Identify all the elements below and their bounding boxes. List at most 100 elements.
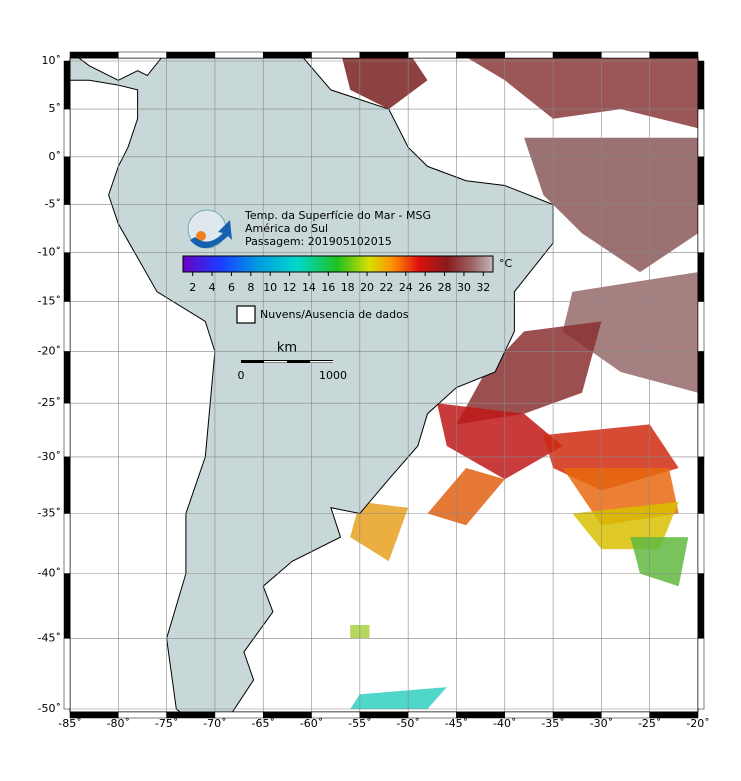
colorbar-tick-label: 2	[189, 281, 196, 294]
colorbar-tick-label: 24	[399, 281, 413, 294]
lon-tick-label: -20˚	[686, 717, 709, 730]
colorbar-tick-label: 18	[341, 281, 355, 294]
logo-sun	[196, 231, 206, 241]
frame-bar	[456, 51, 506, 59]
scale-start: 0	[238, 369, 245, 382]
frame-bar	[63, 60, 71, 110]
sst-patch	[437, 403, 563, 480]
colorbar	[182, 255, 494, 273]
colorbar-tick-label: 16	[321, 281, 335, 294]
frame-bar	[166, 51, 216, 59]
sst-patch	[562, 272, 698, 393]
map-body	[70, 58, 698, 712]
frame-bar	[359, 51, 409, 59]
colorbar-tick-label: 4	[209, 281, 216, 294]
frame-bar	[601, 51, 650, 59]
colorbar-tick-label: 26	[418, 281, 432, 294]
legend-label: Nuvens/Ausencia de dados	[260, 308, 409, 321]
lon-tick-label: -45˚	[445, 717, 468, 730]
colorbar-tick-label: 6	[228, 281, 235, 294]
lat-tick-label: -35˚	[38, 506, 61, 519]
lon-tick-label: -30˚	[590, 717, 613, 730]
frame-bar	[407, 51, 457, 59]
lat-tick-label: 10˚	[42, 54, 62, 67]
frame-bar	[63, 573, 71, 639]
frame-bar	[697, 60, 705, 110]
frame-bar	[697, 351, 705, 404]
lon-tick-label: -40˚	[493, 717, 516, 730]
sst-patch	[350, 501, 409, 562]
colorbar-tick-label: 28	[438, 281, 452, 294]
lon-tick-label: -70˚	[203, 717, 226, 730]
lat-tick-label: -40˚	[38, 567, 61, 580]
frame-bar	[697, 204, 705, 253]
frame-bar	[649, 51, 699, 59]
colorbar-tick-label: 10	[263, 281, 277, 294]
scale-bar-segment	[310, 361, 333, 363]
lat-tick-label: -10˚	[38, 246, 61, 259]
sst-patch	[342, 58, 428, 110]
logo-arrow	[190, 220, 232, 249]
lon-tick-label: -60˚	[300, 717, 323, 730]
title-line: Passagem: 201905102015	[245, 235, 392, 248]
lat-tick-label: -45˚	[38, 631, 61, 644]
frame-bar	[69, 51, 119, 59]
lon-tick-label: -85˚	[58, 717, 81, 730]
frame-bar	[552, 51, 602, 59]
lat-tick-label: -30˚	[38, 450, 61, 463]
legend-swatch	[236, 305, 256, 324]
sst-patch	[427, 468, 505, 526]
frame-bar	[697, 638, 705, 710]
lat-tick-label: 5˚	[49, 102, 62, 115]
colorbar-tick-label: 22	[379, 281, 393, 294]
colorbar-tick-label: 30	[457, 281, 471, 294]
frame-bar	[697, 108, 705, 158]
colorbar-tick-label: 20	[360, 281, 374, 294]
frame-bar	[63, 252, 71, 302]
colorbar-tick-label: 14	[302, 281, 316, 294]
title-line: América do Sul	[245, 222, 328, 235]
lat-tick-label: 0˚	[49, 150, 62, 163]
lat-tick-label: -5˚	[45, 198, 61, 211]
frame-bar	[63, 301, 71, 352]
frame-bar	[63, 456, 71, 514]
frame-bar	[63, 156, 71, 205]
lon-tick-label: -75˚	[155, 717, 178, 730]
frame-bar	[63, 638, 71, 710]
lon-tick-label: -35˚	[541, 717, 564, 730]
sst-patch	[524, 137, 698, 273]
lat-tick-label: -20˚	[38, 345, 61, 358]
scale-bar-segment	[264, 361, 287, 363]
frame-bar	[697, 456, 705, 514]
lon-tick-label: -80˚	[107, 717, 130, 730]
frame-bar	[63, 402, 71, 458]
lat-tick-label: -50˚	[38, 702, 61, 715]
frame-bar	[118, 51, 167, 59]
frame-bar	[63, 351, 71, 404]
sst-patch	[467, 58, 698, 129]
lat-tick-label: -15˚	[38, 295, 61, 308]
frame-bar	[214, 51, 264, 59]
frame-bar	[63, 108, 71, 158]
frame-bar	[697, 301, 705, 352]
lon-tick-label: -55˚	[348, 717, 371, 730]
sst-patch	[350, 687, 447, 709]
lon-tick-label: -25˚	[638, 717, 661, 730]
frame-bar	[697, 402, 705, 458]
frame-bar	[504, 51, 554, 59]
frame-bar	[697, 513, 705, 574]
frame-bar	[262, 51, 312, 59]
colorbar-tick-label: 12	[283, 281, 297, 294]
lon-tick-label: -50˚	[396, 717, 419, 730]
sst-patch	[456, 321, 602, 425]
frame-bar	[311, 51, 361, 59]
title-line: Temp. da Superfície do Mar - MSG	[244, 209, 431, 222]
colorbar-tick-label: 32	[476, 281, 490, 294]
frame-bar	[63, 513, 71, 574]
lat-tick-label: -25˚	[38, 396, 61, 409]
colorbar-tick-label: 8	[247, 281, 254, 294]
colorbar-unit: °C	[499, 257, 513, 270]
frame-bar	[697, 156, 705, 205]
